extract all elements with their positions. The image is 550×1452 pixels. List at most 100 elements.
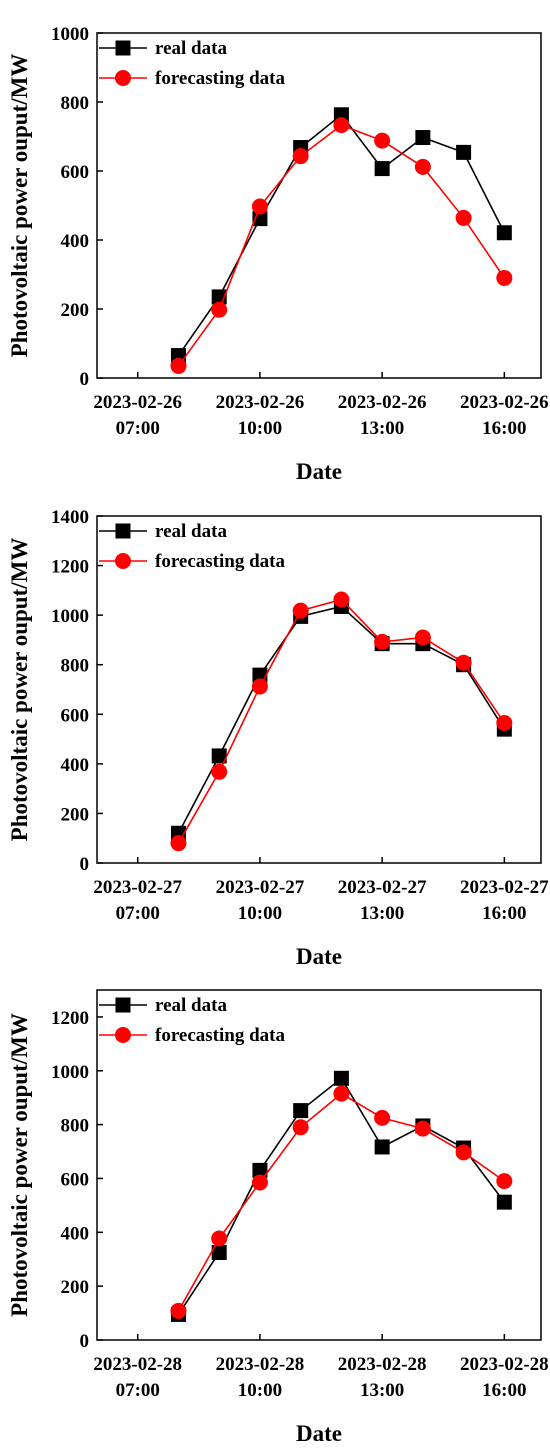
forecast-data-point — [333, 1085, 350, 1102]
y-tick-label: 0 — [80, 1331, 90, 1352]
x-tick-label-time: 13:00 — [360, 1380, 404, 1401]
x-tick-label-date: 2023-02-27 — [93, 877, 182, 898]
forecast-data-point — [170, 357, 187, 374]
legend-marker-circle — [115, 70, 131, 86]
forecast-data-point — [251, 678, 268, 695]
y-axis-title: Photovoltaic power ouput/MW — [7, 54, 32, 358]
x-tick-label-time: 10:00 — [238, 1380, 282, 1401]
forecast-data-point — [455, 1144, 472, 1161]
y-tick-label: 600 — [61, 1169, 90, 1190]
forecast-data-point — [251, 1174, 268, 1191]
y-tick-label: 400 — [61, 755, 90, 776]
x-tick-label-time: 07:00 — [116, 418, 160, 439]
forecast-data-point — [211, 763, 228, 780]
x-tick-label-time: 10:00 — [238, 418, 282, 439]
x-axis-title: Date — [296, 459, 342, 484]
plot-frame — [96, 989, 542, 1341]
x-tick-label-date: 2023-02-26 — [338, 392, 427, 413]
y-tick-label: 1000 — [51, 1062, 89, 1083]
series-line-real — [177, 605, 506, 834]
x-tick-label-time: 16:00 — [482, 1380, 526, 1401]
legend-label: forecasting data — [155, 1025, 285, 1046]
y-tick-label: 200 — [61, 300, 90, 321]
legend-marker-circle — [115, 1027, 131, 1043]
forecast-data-point — [292, 148, 309, 165]
x-tick-label-time: 16:00 — [482, 418, 526, 439]
real-data-point — [293, 1103, 309, 1119]
x-tick-label-time: 07:00 — [116, 1380, 160, 1401]
forecast-data-point — [496, 269, 513, 286]
y-tick-label: 400 — [61, 231, 90, 252]
x-tick-label-time: 13:00 — [360, 903, 404, 924]
forecast-data-point — [455, 654, 472, 671]
forecast-data-point — [251, 198, 268, 215]
forecast-data-point — [414, 158, 431, 175]
real-data-point — [374, 161, 390, 177]
y-tick-label: 800 — [61, 1116, 90, 1137]
forecast-data-point — [496, 714, 513, 731]
y-tick-label: 800 — [61, 656, 90, 677]
series-line-forecast — [177, 124, 506, 367]
real-data-point — [211, 1245, 227, 1260]
chart-2: 0 200 400 600 800 1000 1200 1400 2023-02-27 07:00… — [7, 507, 549, 969]
forecast-data-point — [211, 1230, 228, 1247]
y-tick-label: 200 — [61, 804, 90, 825]
legend-label: real data — [155, 38, 227, 59]
chart-1: 0 200 400 600 800 1000 2023-02-26 07:00 2023-02-… — [7, 24, 549, 484]
y-tick-label: 1000 — [51, 606, 89, 627]
real-data-point — [496, 1194, 512, 1210]
x-tick-label-date: 2023-02-26 — [93, 392, 182, 413]
forecast-data-point — [170, 1302, 187, 1319]
x-tick-label-date: 2023-02-26 — [460, 392, 549, 413]
x-tick-label-date: 2023-02-28 — [338, 1354, 427, 1375]
forecast-data-point — [333, 591, 350, 608]
x-tick-label-time: 16:00 — [482, 903, 526, 924]
y-tick-label: 600 — [61, 162, 90, 183]
real-data-point — [415, 130, 431, 146]
x-tick-label-time: 13:00 — [360, 418, 404, 439]
plot-frame — [96, 515, 542, 864]
forecast-data-point — [170, 835, 187, 852]
x-tick-label-date: 2023-02-27 — [216, 877, 305, 898]
x-tick-label-date: 2023-02-27 — [460, 877, 549, 898]
real-data-point — [496, 225, 512, 241]
forecast-data-point — [292, 602, 309, 619]
y-tick-label: 800 — [61, 93, 90, 114]
y-tick-label: 200 — [61, 1277, 90, 1298]
x-tick-label-time: 07:00 — [116, 903, 160, 924]
y-tick-label: 600 — [61, 705, 90, 726]
real-data-point — [211, 748, 227, 764]
chart-3: 0 200 400 600 800 1000 1200 2023-02-28 07:00 2023… — [7, 989, 549, 1446]
forecast-data-point — [414, 1120, 431, 1137]
x-tick-label-date: 2023-02-28 — [460, 1354, 549, 1375]
forecast-data-point — [374, 633, 391, 650]
series-line-real — [177, 113, 506, 357]
y-tick-label: 400 — [61, 1223, 90, 1244]
legend-marker-circle — [115, 553, 131, 569]
forecast-data-point — [333, 117, 350, 134]
series-line-forecast — [177, 1092, 505, 1312]
y-tick-label: 0 — [80, 369, 90, 390]
y-tick-label: 1200 — [51, 1008, 89, 1029]
forecast-data-point — [414, 629, 431, 646]
real-data-point — [333, 1070, 349, 1086]
legend-marker-square — [115, 523, 131, 539]
x-tick-label-date: 2023-02-28 — [93, 1354, 182, 1375]
x-tick-label-date: 2023-02-27 — [338, 877, 427, 898]
legend-marker-square — [115, 997, 131, 1013]
real-data-point — [456, 144, 472, 160]
y-tick-label: 1400 — [51, 507, 89, 528]
forecast-data-point — [496, 1173, 513, 1190]
y-tick-label: 1000 — [51, 24, 89, 45]
series-line-real — [177, 1077, 505, 1315]
x-axis-title: Date — [296, 944, 342, 969]
forecast-data-point — [374, 132, 391, 149]
x-tick-label-time: 10:00 — [238, 903, 282, 924]
legend-marker-square — [115, 40, 131, 56]
y-tick-label: 0 — [80, 854, 90, 875]
real-data-point — [252, 1162, 268, 1178]
y-axis-title: Photovoltaic power ouput/MW — [7, 538, 32, 842]
y-axis-title: Photovoltaic power ouput/MW — [7, 1013, 32, 1317]
